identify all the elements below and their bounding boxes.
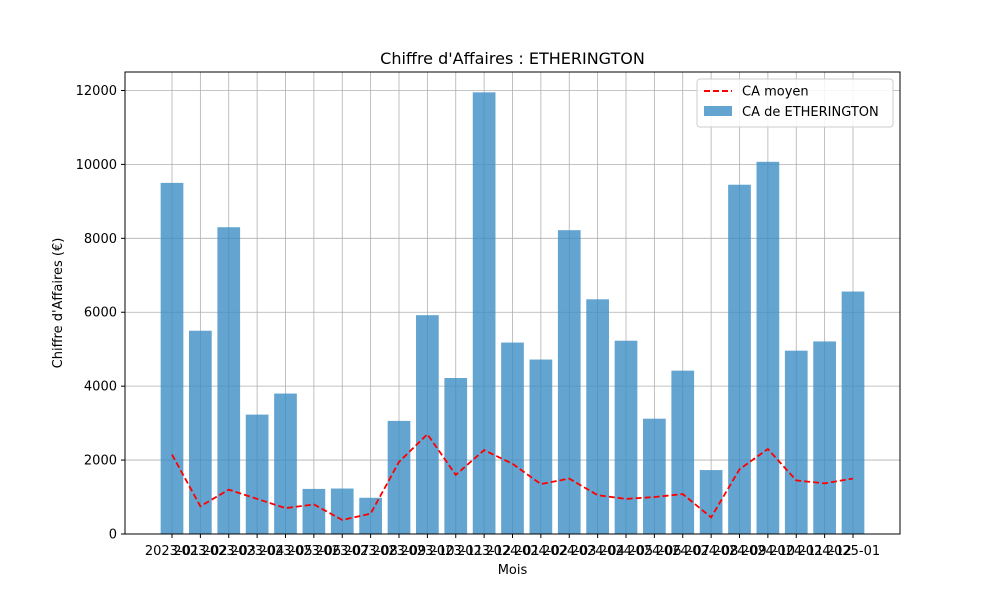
bar <box>359 497 382 534</box>
x-tick-label: 2024-06 <box>627 544 681 559</box>
y-tick-label: 6000 <box>84 306 117 321</box>
x-tick-label: 2024-04 <box>570 544 624 559</box>
bar <box>614 340 638 534</box>
x-tick-label: 2023-06 <box>287 544 341 559</box>
bar <box>728 184 751 534</box>
average-line-layer <box>171 432 854 521</box>
y-tick-label: 10000 <box>76 158 117 173</box>
x-tick-label: 2024-05 <box>599 544 653 559</box>
x-tick-label: 2023-04 <box>230 544 284 559</box>
bar <box>756 161 780 534</box>
bar <box>699 470 723 534</box>
average-line <box>171 432 854 521</box>
bar <box>643 418 666 534</box>
y-axis: 0 2000 4000 6000 8000 10000 12000 <box>76 84 125 543</box>
y-tick-label: 0 <box>109 528 117 543</box>
x-tick-label: 2024-01 <box>485 544 539 559</box>
x-tick-label: 2023-02 <box>173 544 227 559</box>
legend-label-company: CA de ETHERINGTON <box>742 105 879 120</box>
x-axis: 2023-012023-022023-032023-042023-052023-… <box>145 534 880 559</box>
bar <box>813 341 836 534</box>
bar <box>416 315 439 534</box>
bar <box>444 378 468 534</box>
x-tick-label: 2023-12 <box>457 544 511 559</box>
bar <box>671 370 695 534</box>
x-tick-label: 2023-09 <box>372 544 426 559</box>
x-tick-label: 2024-11 <box>769 544 823 559</box>
bar <box>274 393 297 534</box>
bar <box>245 414 269 534</box>
x-tick-label: 2024-09 <box>712 544 766 559</box>
legend-box <box>696 78 894 128</box>
legend-bar-swatch <box>704 106 732 116</box>
bar <box>557 230 581 535</box>
bar <box>160 182 184 534</box>
x-tick-label: 2023-05 <box>258 544 312 559</box>
x-tick-label: 2023-01 <box>145 544 199 559</box>
bar <box>529 359 553 534</box>
bar <box>586 299 609 534</box>
y-axis-title: Chiffre d'Affaires (€) <box>51 238 66 369</box>
bar <box>784 350 808 534</box>
y-tick-label: 12000 <box>76 84 117 99</box>
x-tick-label: 2023-11 <box>429 544 483 559</box>
x-tick-label: 2024-12 <box>797 544 851 559</box>
bar <box>217 227 241 534</box>
y-tick-label: 2000 <box>84 454 117 469</box>
bar <box>841 291 865 534</box>
x-tick-label: 2023-10 <box>400 544 454 559</box>
x-tick-label: 2023-08 <box>343 544 397 559</box>
x-tick-label: 2024-08 <box>684 544 738 559</box>
x-axis-title: Mois <box>498 563 528 578</box>
bar <box>387 420 411 534</box>
x-tick-label: 2025-01 <box>826 544 880 559</box>
x-tick-label: 2024-07 <box>656 544 710 559</box>
legend: CA moyen CA de ETHERINGTON <box>696 78 894 128</box>
x-tick-label: 2024-03 <box>542 544 596 559</box>
y-tick-label: 4000 <box>84 380 117 395</box>
bar <box>189 330 212 534</box>
x-tick-label: 2023-03 <box>202 544 256 559</box>
bar <box>302 488 326 534</box>
chart-title: Chiffre d'Affaires : ETHERINGTON <box>380 49 645 68</box>
bar <box>330 488 354 534</box>
y-tick-label: 8000 <box>84 232 117 247</box>
x-tick-label: 2023-07 <box>315 544 369 559</box>
legend-label-avg: CA moyen <box>742 85 809 100</box>
x-tick-label: 2024-10 <box>741 544 795 559</box>
bar <box>501 342 524 534</box>
bars <box>160 92 865 535</box>
x-tick-label: 2024-02 <box>514 544 568 559</box>
bar <box>472 92 496 534</box>
